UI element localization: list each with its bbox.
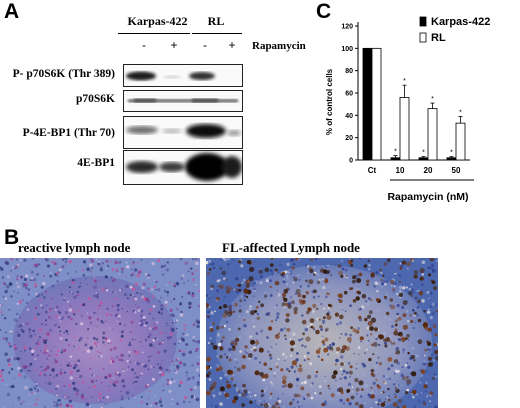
cell-line-karpas: Karpas-422	[127, 14, 188, 28]
fl-lymph-node-micrograph	[206, 258, 438, 408]
x-tick-label: 20	[424, 166, 433, 175]
reactive-node-label: reactive lymph node	[18, 240, 131, 255]
fl-node-label: FL-affected Lymph node	[222, 240, 360, 255]
y-tick-label: 40	[345, 113, 353, 120]
blot-label-p-4ebp1: P-4E-BP1 (Thr 70)	[22, 127, 115, 139]
panel-a-letter: A	[4, 0, 20, 23]
treatment-label: Rapamycin	[252, 40, 306, 52]
reactive-lymph-node-micrograph	[0, 258, 200, 408]
legend-swatch-karpas	[419, 16, 427, 27]
x-tick-label: Ct	[368, 166, 377, 175]
y-tick-label: 20	[345, 135, 353, 142]
bar-rl	[371, 47, 382, 161]
y-tick-label: 0	[349, 158, 353, 165]
blot-strip-p-4ebp1	[123, 116, 243, 149]
bar-karpas	[390, 157, 401, 161]
bar-rl	[399, 97, 410, 161]
significance-marker: *	[403, 78, 406, 85]
legend-swatch-rl	[419, 32, 427, 43]
legend-label-karpas: Karpas-422	[431, 16, 490, 28]
x-tick-label: 10	[396, 166, 405, 175]
y-tick-label: 60	[345, 91, 353, 98]
panel-c-letter: C	[316, 0, 332, 23]
panel-b-letter: B	[4, 226, 20, 249]
y-axis-title: % of control cells	[325, 68, 334, 135]
viability-bar-chart: % of control cells 0 20 40 60 80 100 120 Ct * * 10…	[325, 16, 490, 203]
bar-karpas	[446, 157, 457, 161]
significance-marker: *	[459, 109, 462, 116]
significance-marker: *	[422, 150, 425, 157]
treatment-sign-3: -	[203, 38, 207, 52]
rl-divider-line	[192, 33, 242, 34]
blot-label-4ebp1: 4E-BP1	[77, 157, 115, 169]
blot-strip-p-p70s6k	[123, 64, 243, 87]
bar-rl	[455, 122, 466, 161]
blot-strip-p70s6k	[123, 90, 243, 112]
x-tick-label: 50	[452, 166, 461, 175]
karpas-divider-line	[118, 33, 190, 34]
bar-karpas	[418, 157, 429, 161]
x-axis-title: Rapamycin (nM)	[387, 191, 468, 203]
bar-rl	[427, 108, 438, 161]
significance-marker: *	[394, 149, 397, 156]
blot-label-p-p70s6k: P- p70S6K (Thr 389)	[12, 68, 115, 80]
y-tick-label: 120	[341, 24, 353, 31]
bar-karpas	[362, 47, 373, 161]
cell-line-rl: RL	[207, 14, 225, 28]
treatment-sign-2: +	[170, 38, 178, 52]
significance-marker: *	[431, 96, 434, 103]
blot-label-p70s6k: p70S6K	[76, 93, 115, 105]
treatment-sign-4: +	[228, 38, 236, 52]
significance-marker: *	[450, 150, 453, 157]
legend-label-rl: RL	[431, 32, 446, 44]
treatment-sign-1: -	[142, 38, 146, 52]
y-tick-label: 80	[345, 68, 353, 75]
y-tick-label: 100	[341, 46, 353, 53]
blot-strip-4ebp1	[123, 150, 243, 185]
